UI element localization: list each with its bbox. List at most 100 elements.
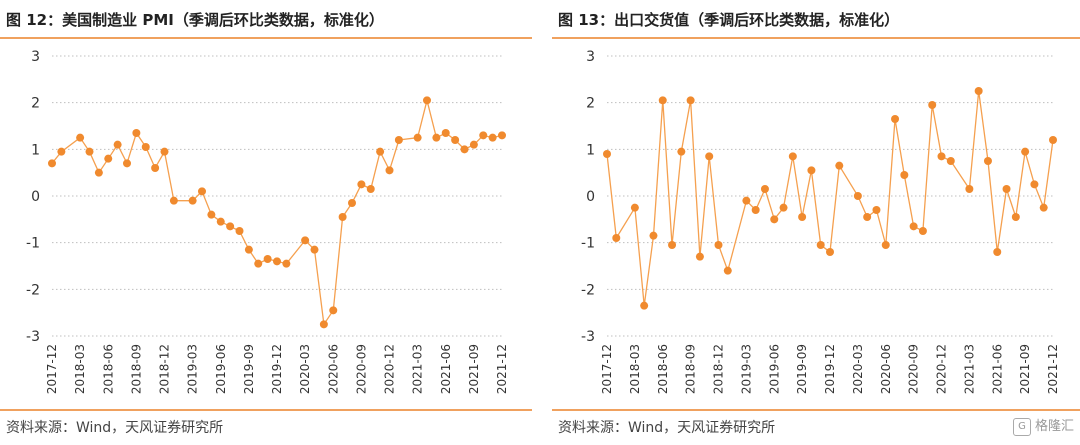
gelonghui-logo-icon: G bbox=[1012, 417, 1031, 436]
data-point bbox=[451, 136, 460, 144]
data-point bbox=[151, 164, 160, 172]
data-point bbox=[198, 187, 206, 196]
data-point bbox=[603, 150, 611, 158]
data-point bbox=[85, 147, 94, 156]
data-point bbox=[816, 241, 825, 249]
x-tick-label: 2019-06 bbox=[214, 344, 228, 394]
x-tick-label: 2021-12 bbox=[495, 344, 509, 394]
data-point bbox=[160, 147, 169, 156]
y-tick-label: 2 bbox=[31, 96, 40, 112]
data-point bbox=[141, 143, 150, 151]
series-line bbox=[606, 90, 1054, 306]
data-point bbox=[338, 213, 347, 221]
chart-title: 图 13：出口交货值（季调后环比类数据，标准化） bbox=[558, 11, 900, 29]
data-point bbox=[113, 140, 122, 149]
data-point bbox=[872, 206, 881, 214]
data-point bbox=[57, 147, 66, 156]
data-point bbox=[301, 236, 310, 245]
data-point bbox=[357, 180, 366, 189]
data-point bbox=[900, 171, 909, 179]
data-point bbox=[826, 248, 834, 256]
data-point bbox=[798, 213, 807, 221]
data-point bbox=[498, 131, 506, 140]
data-point bbox=[1021, 147, 1030, 156]
x-tick-label: 2018-03 bbox=[628, 344, 642, 394]
x-tick-label: 2018-12 bbox=[712, 344, 726, 394]
x-tick-label: 2018-09 bbox=[684, 344, 698, 394]
data-point bbox=[460, 145, 469, 154]
data-point bbox=[751, 206, 760, 214]
chart-panel-export: 图 13：出口交货值（季调后环比类数据，标准化） 3 2 1 0 -1 -2 -3 2017-… bbox=[552, 0, 1080, 445]
series-line bbox=[51, 100, 503, 327]
data-point bbox=[488, 133, 497, 142]
x-tick-label: 2018-12 bbox=[158, 344, 172, 394]
x-tick-label: 2019-03 bbox=[186, 344, 200, 394]
x-tick-label: 2021-09 bbox=[467, 344, 481, 394]
data-point bbox=[891, 115, 900, 123]
y-tick-label: -2 bbox=[581, 282, 595, 298]
y-tick-label: -2 bbox=[26, 282, 40, 298]
data-point bbox=[937, 152, 946, 161]
data-point bbox=[263, 255, 272, 263]
data-point bbox=[705, 152, 714, 161]
data-point bbox=[94, 168, 103, 177]
data-point bbox=[993, 248, 1002, 256]
y-tick-label: 0 bbox=[586, 189, 595, 205]
data-point bbox=[329, 306, 338, 315]
data-point bbox=[432, 133, 441, 142]
data-point bbox=[244, 245, 253, 254]
data-point bbox=[282, 259, 291, 268]
data-point bbox=[273, 257, 281, 266]
x-tick-label: 2020-06 bbox=[879, 344, 893, 394]
data-point bbox=[366, 185, 375, 193]
x-tick-label: 2018-09 bbox=[129, 344, 143, 394]
data-point bbox=[254, 259, 263, 268]
x-tick-label: 2021-12 bbox=[1046, 344, 1060, 394]
x-tick-label: 2018-03 bbox=[73, 344, 87, 394]
data-point bbox=[1030, 180, 1039, 189]
data-point bbox=[310, 245, 319, 254]
x-tick-label: 2019-09 bbox=[242, 344, 256, 394]
y-tick-label: 1 bbox=[31, 142, 40, 158]
data-point bbox=[909, 222, 918, 231]
data-point bbox=[123, 159, 131, 168]
data-point bbox=[668, 241, 677, 249]
y-tick-label: 3 bbox=[31, 49, 40, 65]
x-tick-label: 2021-06 bbox=[439, 344, 453, 394]
data-point bbox=[441, 129, 450, 137]
y-tick-label: 3 bbox=[586, 49, 595, 65]
data-point bbox=[677, 147, 686, 156]
data-point bbox=[788, 152, 797, 161]
data-point bbox=[770, 215, 779, 224]
y-tick-label: 1 bbox=[586, 142, 595, 158]
data-point bbox=[376, 147, 385, 156]
x-tick-label: 2018-06 bbox=[656, 344, 670, 394]
data-point bbox=[881, 241, 890, 249]
x-tick-label: 2020-06 bbox=[326, 344, 340, 394]
data-point bbox=[48, 159, 56, 168]
data-point bbox=[835, 161, 844, 170]
data-point bbox=[1049, 136, 1057, 144]
data-point bbox=[1039, 203, 1048, 212]
data-point bbox=[319, 320, 328, 329]
x-tick-label: 2018-06 bbox=[101, 344, 115, 394]
data-point bbox=[235, 227, 244, 235]
data-point bbox=[1011, 213, 1020, 221]
pmi-line-chart: 3 2 1 0 -1 -2 -3 2017-12 2018-03 2018-06 2018-09 20… bbox=[26, 49, 509, 394]
data-point bbox=[686, 96, 695, 105]
data-point bbox=[216, 217, 225, 226]
data-point bbox=[76, 133, 85, 142]
x-tick-label: 2021-03 bbox=[411, 344, 425, 394]
x-tick-label: 2020-09 bbox=[354, 344, 368, 394]
data-point bbox=[658, 96, 667, 105]
x-tick-label: 2020-12 bbox=[935, 344, 949, 394]
x-tick-label: 2019-12 bbox=[823, 344, 837, 394]
x-tick-label: 2020-03 bbox=[298, 344, 312, 394]
data-point bbox=[928, 101, 937, 109]
data-point bbox=[918, 227, 927, 235]
source-rule bbox=[552, 409, 1080, 411]
source-note: 资料来源：Wind，天风证券研究所 bbox=[558, 420, 776, 436]
data-point bbox=[946, 157, 955, 165]
export-line-chart: 3 2 1 0 -1 -2 -3 2017-12 2018-03 2018-06 2018-09 20… bbox=[581, 49, 1060, 394]
data-point bbox=[649, 231, 658, 240]
